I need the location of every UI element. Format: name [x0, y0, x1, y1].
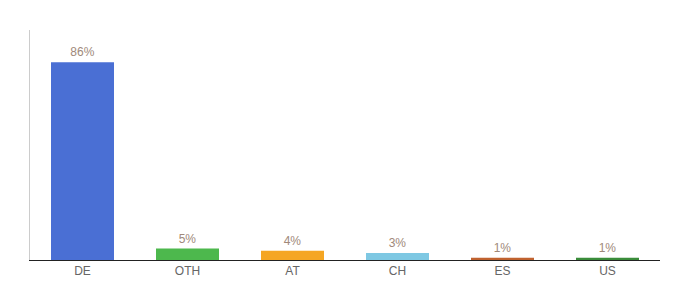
- svg-text:CH: CH: [389, 264, 406, 278]
- svg-text:1%: 1%: [599, 241, 617, 255]
- svg-text:AT: AT: [285, 264, 300, 278]
- svg-text:OTH: OTH: [175, 264, 200, 278]
- svg-text:5%: 5%: [179, 232, 197, 246]
- svg-text:ES: ES: [494, 264, 510, 278]
- svg-text:3%: 3%: [389, 236, 407, 250]
- svg-text:4%: 4%: [284, 234, 302, 248]
- svg-text:86%: 86%: [70, 45, 94, 59]
- svg-text:1%: 1%: [494, 241, 512, 255]
- svg-text:DE: DE: [74, 264, 91, 278]
- svg-text:US: US: [599, 264, 616, 278]
